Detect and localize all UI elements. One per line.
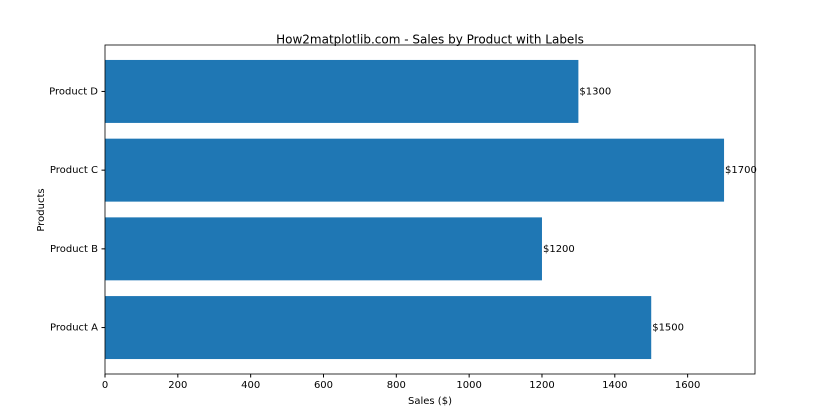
- plot-frame: [104, 44, 756, 375]
- y-tick-label: Product C: [50, 165, 98, 176]
- value-label: $1200: [543, 244, 575, 255]
- x-tick-label: 0: [102, 380, 108, 391]
- bar: [105, 217, 542, 281]
- y-tick-label: Product B: [50, 244, 98, 255]
- bar: [105, 138, 725, 202]
- chart-title: How2matplotlib.com - Sales by Product wi…: [276, 33, 584, 47]
- value-label: $1300: [579, 86, 611, 97]
- y-tick-label: Product D: [49, 86, 98, 97]
- x-axis-label: Sales ($): [408, 396, 452, 407]
- x-tick-label: 1000: [456, 380, 481, 391]
- bar: [105, 59, 579, 123]
- value-label: $1500: [652, 323, 684, 334]
- x-tick-label: 1200: [529, 380, 554, 391]
- x-tick-label: 600: [314, 380, 333, 391]
- y-tick-label: Product A: [50, 323, 98, 334]
- y-axis-label: Products: [36, 188, 47, 231]
- value-label: $1700: [725, 165, 757, 176]
- x-tick-label: 800: [387, 380, 406, 391]
- x-tick-label: 1400: [602, 380, 627, 391]
- x-tick-label: 400: [241, 380, 260, 391]
- x-tick-label: 1600: [675, 380, 700, 391]
- bar: [105, 296, 652, 360]
- x-tick-label: 200: [168, 380, 187, 391]
